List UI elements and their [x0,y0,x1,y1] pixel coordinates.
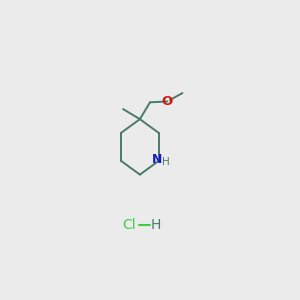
Text: O: O [162,95,173,108]
Text: H: H [162,157,170,167]
Text: Cl: Cl [123,218,136,233]
Text: H: H [150,218,161,233]
Text: N: N [152,153,162,166]
